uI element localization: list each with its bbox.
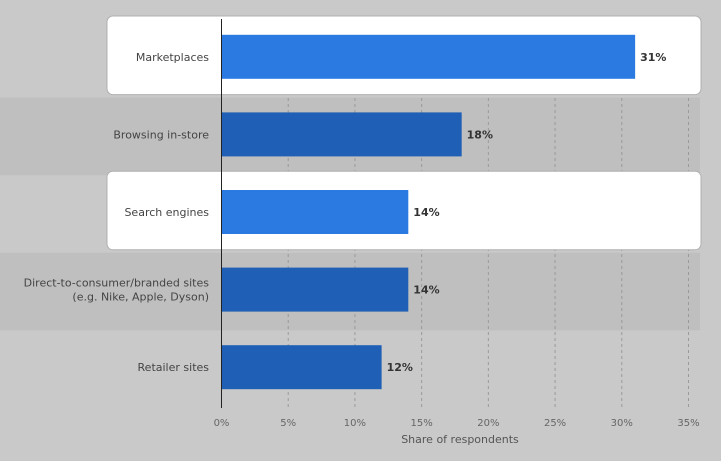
category-label-line: Marketplaces [136, 51, 209, 64]
category-label-line: Search engines [124, 206, 209, 219]
category-label: Search engines [124, 206, 209, 219]
x-tick-label: 30% [611, 418, 633, 429]
category-label-line: Browsing in-store [113, 128, 209, 141]
value-label: 12% [387, 361, 413, 374]
bar [221, 267, 409, 312]
category-label-line: Direct-to-consumer/branded sites [24, 277, 210, 290]
x-tick-label: 5% [280, 418, 296, 429]
bar [221, 112, 462, 157]
x-tick-label: 20% [477, 418, 499, 429]
x-tick-label: 10% [344, 418, 366, 429]
value-label: 18% [467, 128, 493, 141]
x-tick-label: 35% [677, 418, 699, 429]
category-label: Browsing in-store [113, 128, 209, 141]
x-axis-title: Share of respondents [401, 433, 519, 446]
category-labels: Marketplaces Browsing in-store Search engi… [24, 51, 210, 374]
category-label-line: (e.g. Nike, Apple, Dyson) [72, 291, 209, 304]
value-label: 14% [413, 284, 439, 297]
bar [221, 34, 636, 79]
category-label: Marketplaces [136, 51, 209, 64]
value-label: 14% [413, 206, 439, 219]
x-tick-label: 0% [214, 418, 230, 429]
value-label: 31% [640, 51, 666, 64]
value-labels: 31% 18% 14% 14% 12% [387, 51, 667, 374]
x-tick-label: 25% [544, 418, 566, 429]
category-label-line: Retailer sites [138, 361, 210, 374]
bar [221, 345, 382, 390]
bars [221, 34, 636, 390]
category-label: Retailer sites [138, 361, 210, 374]
bar [221, 190, 409, 234]
x-tick-labels: 0% 5% 10% 15% 20% 25% 30% 35% [214, 418, 700, 429]
category-label: Direct-to-consumer/branded sites (e.g. Ni… [24, 277, 210, 304]
x-tick-label: 15% [411, 418, 433, 429]
